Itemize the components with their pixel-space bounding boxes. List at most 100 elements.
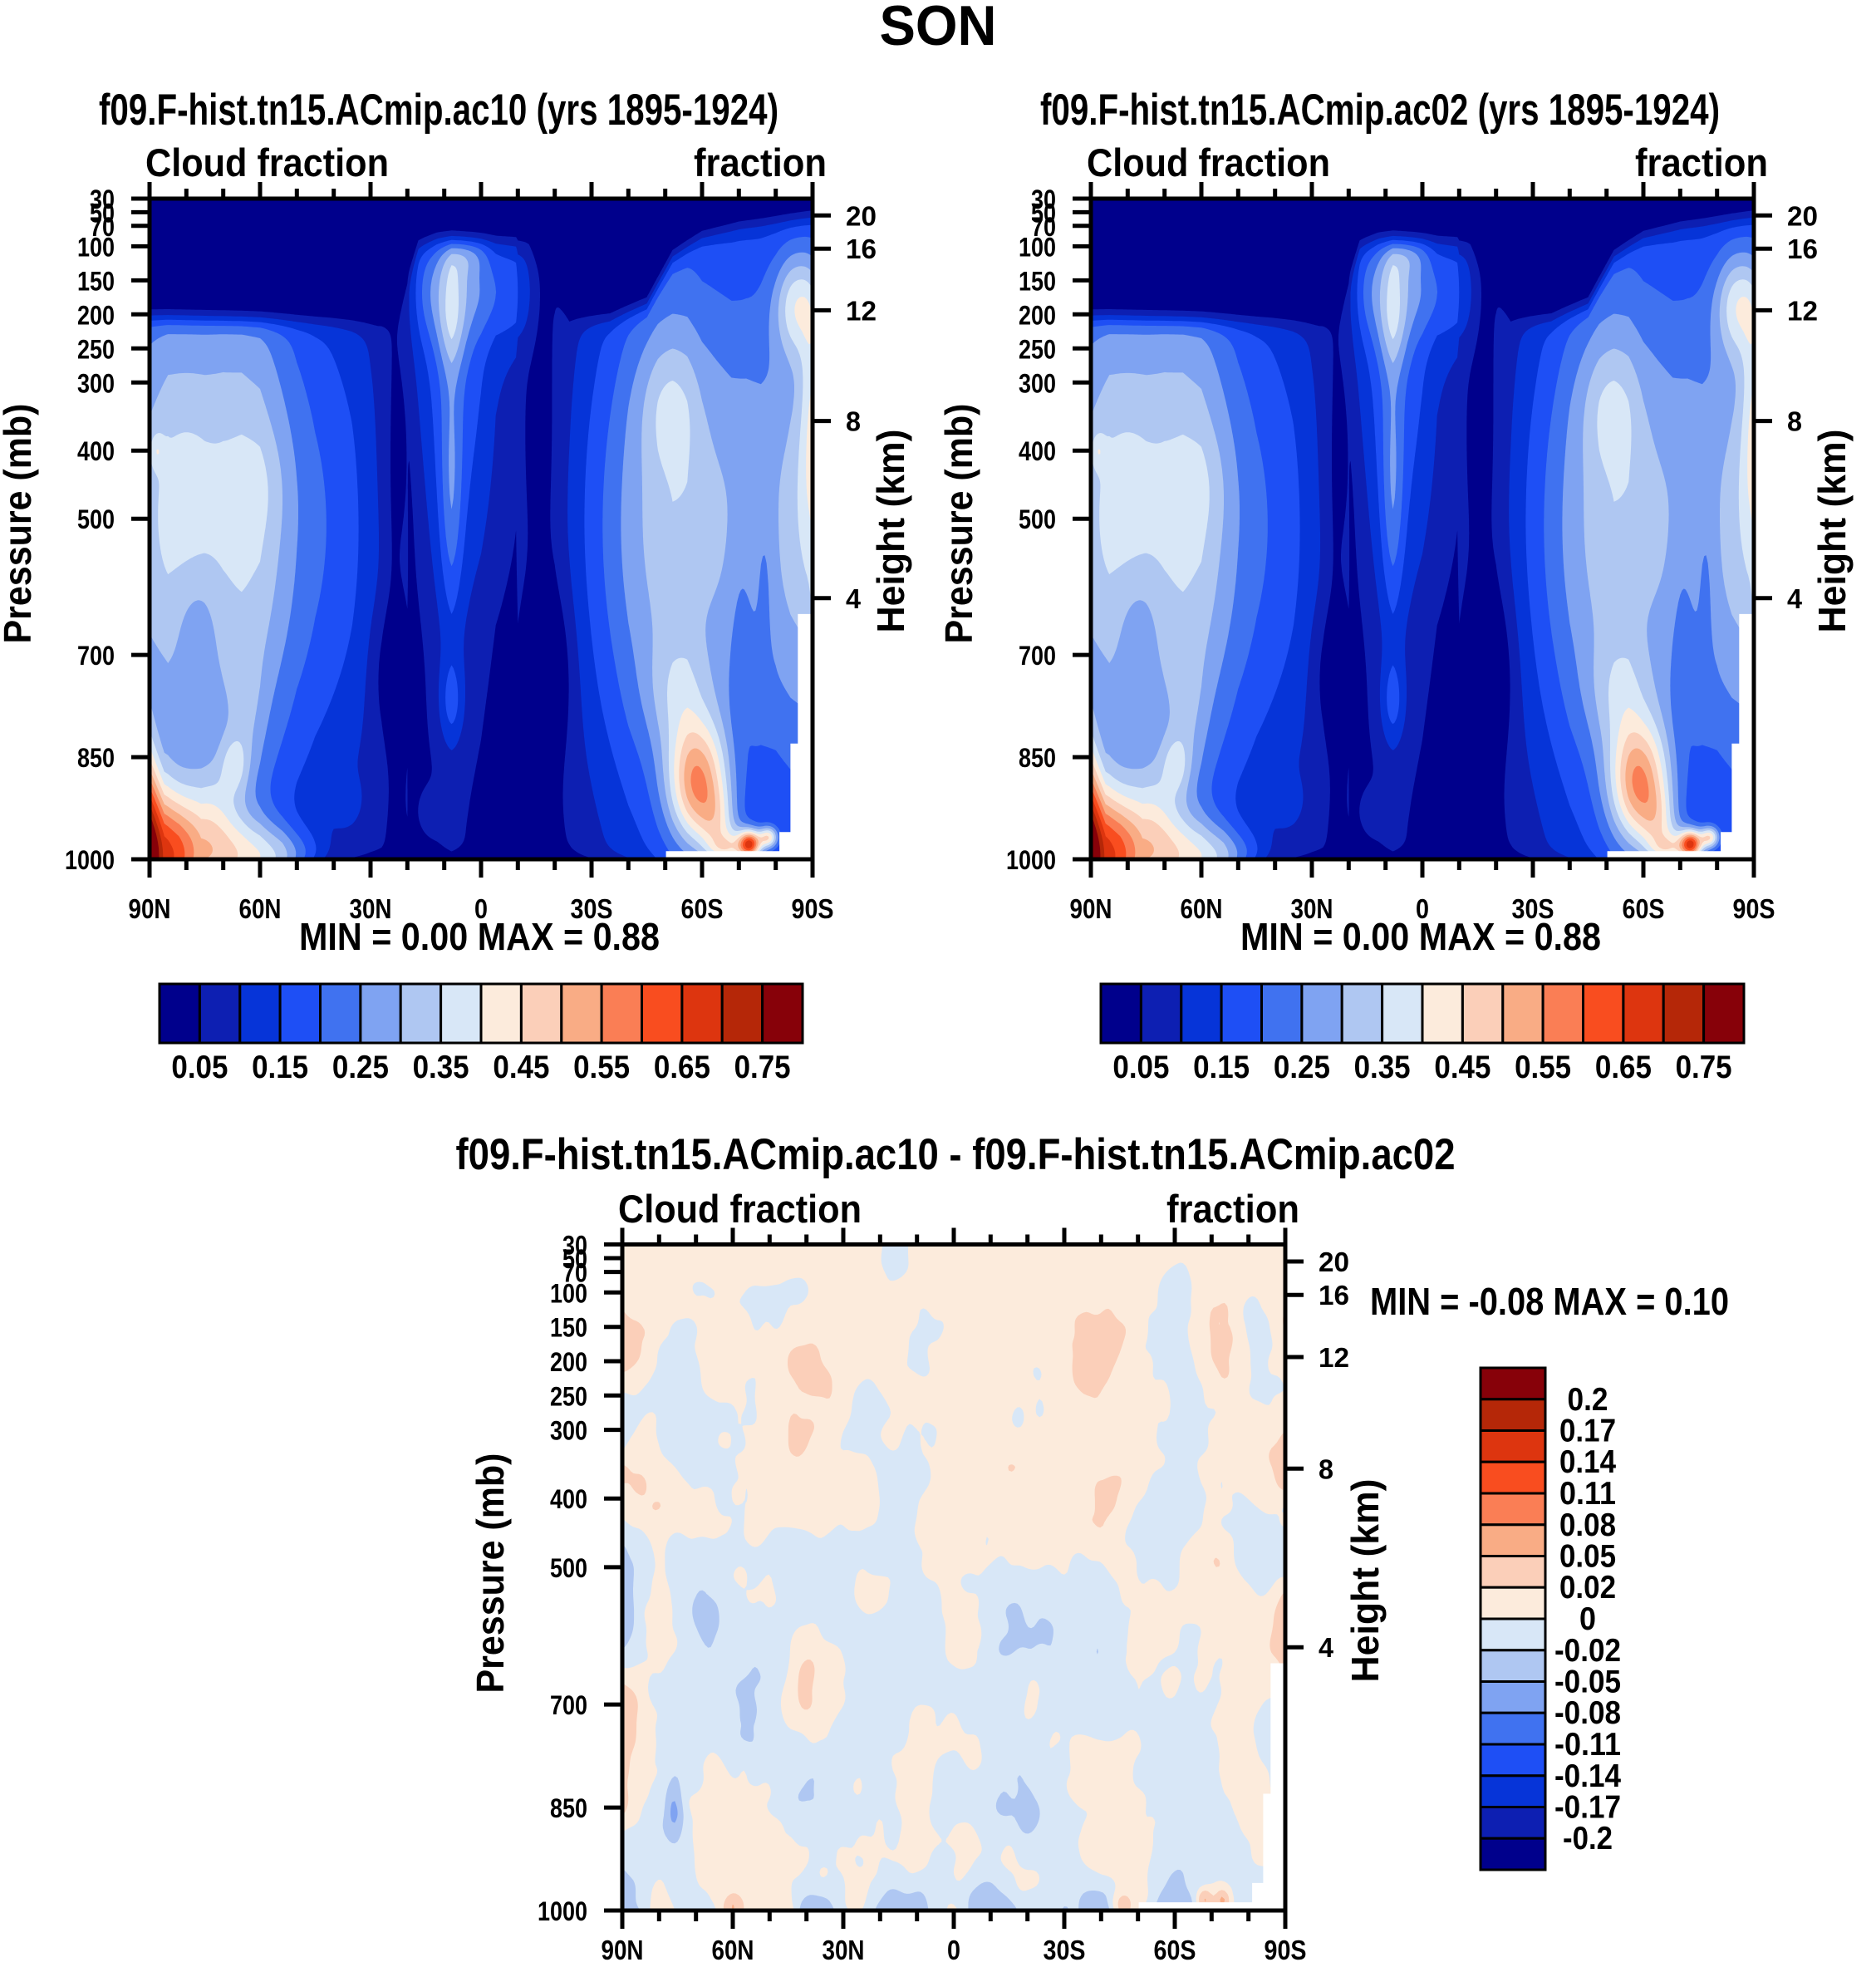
svg-text:MIN = 0.00 MAX = 0.88: MIN = 0.00 MAX = 0.88 [299, 915, 660, 958]
svg-text:250: 250 [1019, 334, 1056, 364]
svg-text:60S: 60S [1154, 1935, 1196, 1965]
svg-text:300: 300 [550, 1416, 587, 1446]
svg-text:400: 400 [1019, 436, 1056, 466]
svg-text:-0.17: -0.17 [1554, 1790, 1621, 1826]
svg-text:100: 100 [550, 1278, 587, 1308]
svg-text:30N: 30N [823, 1935, 865, 1965]
svg-text:60N: 60N [1181, 893, 1223, 924]
svg-text:300: 300 [77, 368, 115, 398]
svg-text:16: 16 [1319, 1280, 1349, 1311]
svg-text:200: 200 [1019, 300, 1056, 330]
svg-text:16: 16 [1787, 234, 1818, 264]
svg-text:0.2: 0.2 [1568, 1382, 1608, 1418]
svg-text:20: 20 [1319, 1247, 1349, 1277]
svg-text:150: 150 [77, 266, 115, 296]
svg-text:90S: 90S [1265, 1935, 1307, 1965]
svg-text:4: 4 [1787, 583, 1803, 614]
svg-text:-0.08: -0.08 [1554, 1695, 1621, 1731]
svg-text:50: 50 [562, 1244, 587, 1274]
svg-text:250: 250 [550, 1381, 587, 1411]
svg-text:30S: 30S [1044, 1935, 1086, 1965]
svg-text:16: 16 [846, 234, 877, 264]
svg-text:850: 850 [550, 1793, 587, 1823]
svg-text:0.05: 0.05 [1112, 1050, 1169, 1085]
svg-text:0.75: 0.75 [734, 1050, 791, 1085]
svg-text:12: 12 [1319, 1342, 1349, 1373]
svg-text:Cloud fraction: Cloud fraction [618, 1187, 862, 1231]
svg-text:0.15: 0.15 [252, 1050, 308, 1085]
svg-text:1000: 1000 [65, 845, 115, 875]
svg-text:700: 700 [550, 1690, 587, 1720]
svg-text:70: 70 [1031, 212, 1056, 242]
svg-text:0.55: 0.55 [573, 1050, 630, 1085]
svg-text:f09.F-hist.tn15.ACmip.ac10 (yr: f09.F-hist.tn15.ACmip.ac10 (yrs 1895-192… [99, 86, 778, 135]
svg-text:f09.F-hist.tn15.ACmip.ac02 (yr: f09.F-hist.tn15.ACmip.ac02 (yrs 1895-192… [1040, 86, 1720, 135]
svg-text:850: 850 [77, 743, 115, 773]
svg-text:150: 150 [550, 1313, 587, 1343]
svg-text:0.65: 0.65 [654, 1050, 710, 1085]
svg-text:0.35: 0.35 [1354, 1050, 1411, 1085]
svg-text:200: 200 [550, 1347, 587, 1377]
svg-text:12: 12 [846, 295, 877, 326]
svg-text:500: 500 [550, 1553, 587, 1583]
svg-text:500: 500 [77, 504, 115, 534]
svg-text:150: 150 [1019, 266, 1056, 296]
svg-text:60S: 60S [1623, 893, 1665, 924]
svg-text:0.45: 0.45 [1434, 1050, 1490, 1085]
svg-text:90N: 90N [602, 1935, 644, 1965]
svg-text:400: 400 [77, 436, 115, 466]
svg-text:60N: 60N [712, 1935, 754, 1965]
svg-text:30: 30 [1031, 184, 1056, 214]
svg-text:-0.05: -0.05 [1554, 1665, 1621, 1700]
svg-text:-0.02: -0.02 [1554, 1633, 1621, 1669]
svg-text:0.25: 0.25 [1274, 1050, 1330, 1085]
svg-text:0: 0 [1416, 893, 1429, 924]
svg-text:0.35: 0.35 [413, 1050, 469, 1085]
svg-text:400: 400 [550, 1484, 587, 1514]
svg-text:fraction: fraction [1166, 1187, 1299, 1231]
svg-text:700: 700 [1019, 641, 1056, 671]
svg-text:0: 0 [1579, 1601, 1596, 1637]
svg-text:-0.14: -0.14 [1554, 1758, 1621, 1794]
svg-text:f09.F-hist.tn15.ACmip.ac10 - f: f09.F-hist.tn15.ACmip.ac10 - f09.F-hist.… [456, 1130, 1456, 1179]
svg-text:250: 250 [77, 334, 115, 364]
svg-text:0.65: 0.65 [1595, 1050, 1652, 1085]
svg-text:500: 500 [1019, 504, 1056, 534]
svg-text:8: 8 [1787, 406, 1802, 437]
svg-text:0.02: 0.02 [1559, 1570, 1616, 1606]
svg-text:0.08: 0.08 [1559, 1507, 1616, 1543]
svg-text:0.75: 0.75 [1676, 1050, 1732, 1085]
svg-text:Pressure (mb): Pressure (mb) [937, 404, 980, 644]
svg-text:4: 4 [846, 583, 862, 614]
svg-text:0: 0 [474, 893, 488, 924]
svg-text:90N: 90N [129, 893, 171, 924]
svg-text:-0.11: -0.11 [1554, 1727, 1621, 1763]
svg-text:Height (km): Height (km) [869, 430, 912, 633]
svg-text:90S: 90S [1733, 893, 1775, 924]
svg-text:300: 300 [1019, 368, 1056, 398]
svg-text:0.05: 0.05 [1559, 1539, 1616, 1575]
svg-text:Pressure (mb): Pressure (mb) [469, 1453, 512, 1694]
svg-text:MIN = -0.08 MAX = 0.10: MIN = -0.08 MAX = 0.10 [1370, 1280, 1729, 1323]
svg-text:50: 50 [1031, 198, 1056, 228]
svg-text:Height (km): Height (km) [1810, 430, 1854, 633]
svg-text:fraction: fraction [1635, 140, 1768, 184]
svg-text:0.14: 0.14 [1559, 1444, 1616, 1480]
svg-text:20: 20 [846, 200, 877, 231]
svg-text:1000: 1000 [538, 1896, 587, 1926]
svg-text:30: 30 [562, 1231, 587, 1261]
svg-text:50: 50 [90, 198, 115, 228]
svg-text:100: 100 [1019, 232, 1056, 262]
svg-text:100: 100 [77, 232, 115, 262]
svg-text:30: 30 [90, 184, 115, 214]
svg-text:1000: 1000 [1006, 845, 1056, 875]
svg-text:SON: SON [880, 0, 997, 57]
svg-text:MIN = 0.00 MAX = 0.88: MIN = 0.00 MAX = 0.88 [1240, 915, 1601, 958]
svg-text:8: 8 [1319, 1453, 1333, 1484]
svg-text:90N: 90N [1070, 893, 1112, 924]
svg-text:0.11: 0.11 [1559, 1476, 1616, 1512]
svg-text:0.55: 0.55 [1515, 1050, 1571, 1085]
svg-text:12: 12 [1787, 295, 1818, 326]
svg-text:0.25: 0.25 [332, 1050, 389, 1085]
svg-text:70: 70 [90, 212, 115, 242]
